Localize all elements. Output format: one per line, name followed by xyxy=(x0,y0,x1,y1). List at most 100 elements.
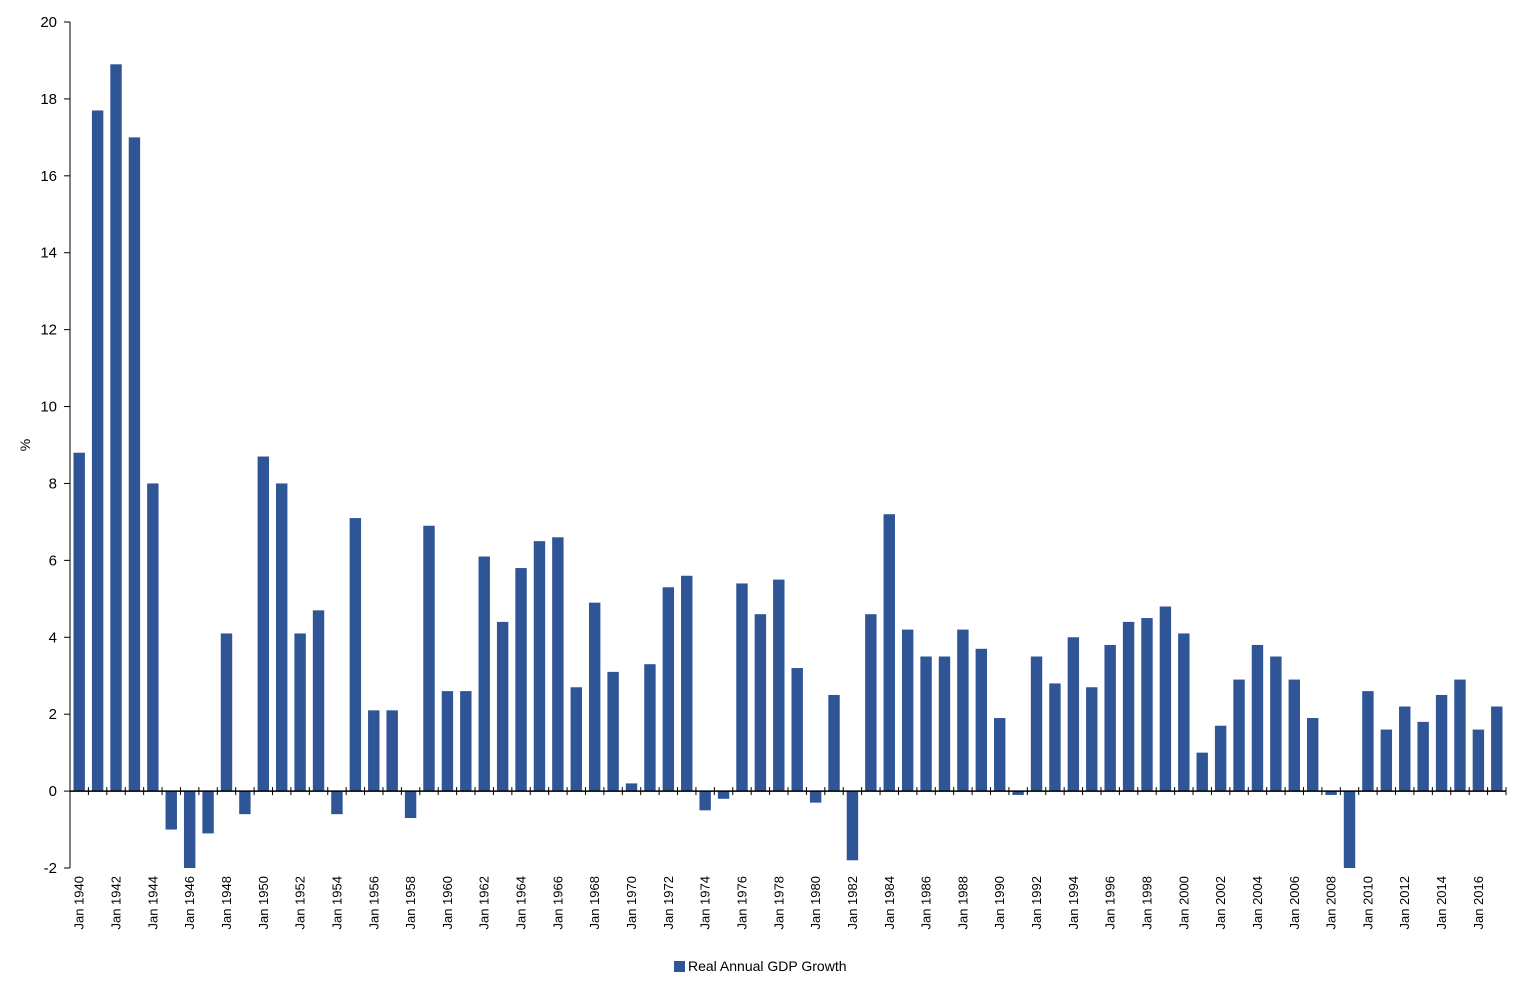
x-tick-label: Jan 1952 xyxy=(293,876,308,930)
bar xyxy=(1251,644,1264,792)
bar xyxy=(1435,694,1448,792)
bar xyxy=(717,791,730,799)
x-tick-label: Jan 1968 xyxy=(587,876,602,930)
y-tick-label: 10 xyxy=(40,399,57,416)
bar xyxy=(1214,725,1227,792)
bar xyxy=(846,791,859,861)
y-tick-label: 20 xyxy=(40,14,57,31)
bar xyxy=(441,691,454,792)
bar xyxy=(533,541,546,792)
y-tick-label: 14 xyxy=(40,245,57,262)
bar xyxy=(294,633,306,792)
bar xyxy=(73,452,85,792)
legend-swatch xyxy=(674,960,685,972)
bar xyxy=(1417,721,1429,792)
x-tick-label: Jan 2016 xyxy=(1471,876,1486,930)
x-tick-label: Jan 1996 xyxy=(1103,876,1118,930)
bar xyxy=(1012,791,1024,795)
bar xyxy=(515,568,527,792)
x-tick-label: Jan 1966 xyxy=(550,876,565,930)
bar xyxy=(1049,683,1061,792)
x-tick-label: Jan 2004 xyxy=(1250,876,1265,930)
x-tick-label: Jan 1972 xyxy=(661,876,676,930)
bar xyxy=(570,687,582,792)
bar xyxy=(1472,729,1485,792)
x-tick-label: Jan 2014 xyxy=(1434,876,1449,930)
x-tick-label: Jan 2000 xyxy=(1176,876,1191,930)
x-tick-label: Jan 1998 xyxy=(1140,876,1155,930)
bar xyxy=(662,587,675,792)
bar xyxy=(1399,706,1411,792)
bar xyxy=(220,633,233,792)
bar xyxy=(276,483,288,792)
bar xyxy=(1086,687,1098,792)
bar xyxy=(625,783,638,792)
bar xyxy=(1343,791,1356,868)
bar xyxy=(147,483,159,792)
bar xyxy=(920,656,932,792)
bar xyxy=(552,537,564,792)
x-tick-label: Jan 1990 xyxy=(992,876,1007,930)
x-tick-label: Jan 1950 xyxy=(256,876,271,930)
bar xyxy=(1067,637,1080,792)
bar xyxy=(901,629,914,792)
bar xyxy=(312,610,325,792)
bar xyxy=(404,791,417,819)
y-tick-label: 16 xyxy=(40,168,57,185)
x-tick-label: Jan 1970 xyxy=(624,876,639,930)
x-tick-label: Jan 1940 xyxy=(72,876,87,930)
bar xyxy=(239,791,251,815)
x-tick-label: Jan 2008 xyxy=(1324,876,1339,930)
x-tick-label: Jan 1974 xyxy=(698,876,713,930)
bar xyxy=(1196,752,1208,792)
bar xyxy=(1270,656,1282,792)
bar xyxy=(386,710,398,792)
bar xyxy=(368,710,380,792)
bar xyxy=(773,579,785,792)
bar xyxy=(1178,633,1190,792)
y-tick-label: 12 xyxy=(40,322,57,339)
x-tick-label: Jan 1976 xyxy=(734,876,749,930)
x-axis: Jan 1940 Jan 1942 Jan 1944 Jan 1946 Jan 1948… xyxy=(69,787,1507,930)
bar xyxy=(938,656,951,792)
x-tick-label: Jan 2010 xyxy=(1360,876,1375,930)
bar xyxy=(1233,679,1245,792)
bar xyxy=(165,791,177,830)
x-tick-label: Jan 1946 xyxy=(182,876,197,930)
bar xyxy=(183,791,196,868)
bars-group xyxy=(73,64,1503,868)
bar xyxy=(1122,621,1135,792)
bar xyxy=(588,602,601,792)
bar xyxy=(423,525,435,792)
bar xyxy=(202,791,214,834)
x-tick-label: Jan 1954 xyxy=(329,876,344,930)
bar xyxy=(110,64,122,792)
bar xyxy=(257,456,270,792)
bar xyxy=(1104,644,1116,792)
bar xyxy=(1491,706,1503,792)
bar xyxy=(1380,729,1393,792)
bar xyxy=(331,791,343,815)
bar xyxy=(91,110,104,792)
bar xyxy=(349,518,362,792)
x-tick-label: Jan 2006 xyxy=(1287,876,1302,930)
x-tick-label: Jan 1942 xyxy=(109,876,124,930)
bar xyxy=(1159,606,1172,792)
x-tick-label: Jan 1978 xyxy=(771,876,786,930)
x-tick-label: Jan 1986 xyxy=(919,876,934,930)
y-tick-label: 4 xyxy=(49,629,57,646)
bar xyxy=(791,668,803,792)
bar xyxy=(1325,791,1337,795)
x-tick-label: Jan 1994 xyxy=(1066,876,1081,930)
y-tick-label: 18 xyxy=(40,91,57,108)
y-axis: -2 0 2 4 6 8 10 12 14 16 18 20 xyxy=(40,14,71,877)
bar xyxy=(128,137,141,792)
legend: Real Annual GDP Growth xyxy=(674,958,847,974)
y-tick-label: 6 xyxy=(49,552,57,569)
x-tick-label: Jan 1956 xyxy=(366,876,381,930)
bar xyxy=(736,583,748,792)
x-tick-label: Jan 1964 xyxy=(514,876,529,930)
x-tick-label: Jan 1944 xyxy=(145,876,160,930)
bar xyxy=(975,648,988,792)
